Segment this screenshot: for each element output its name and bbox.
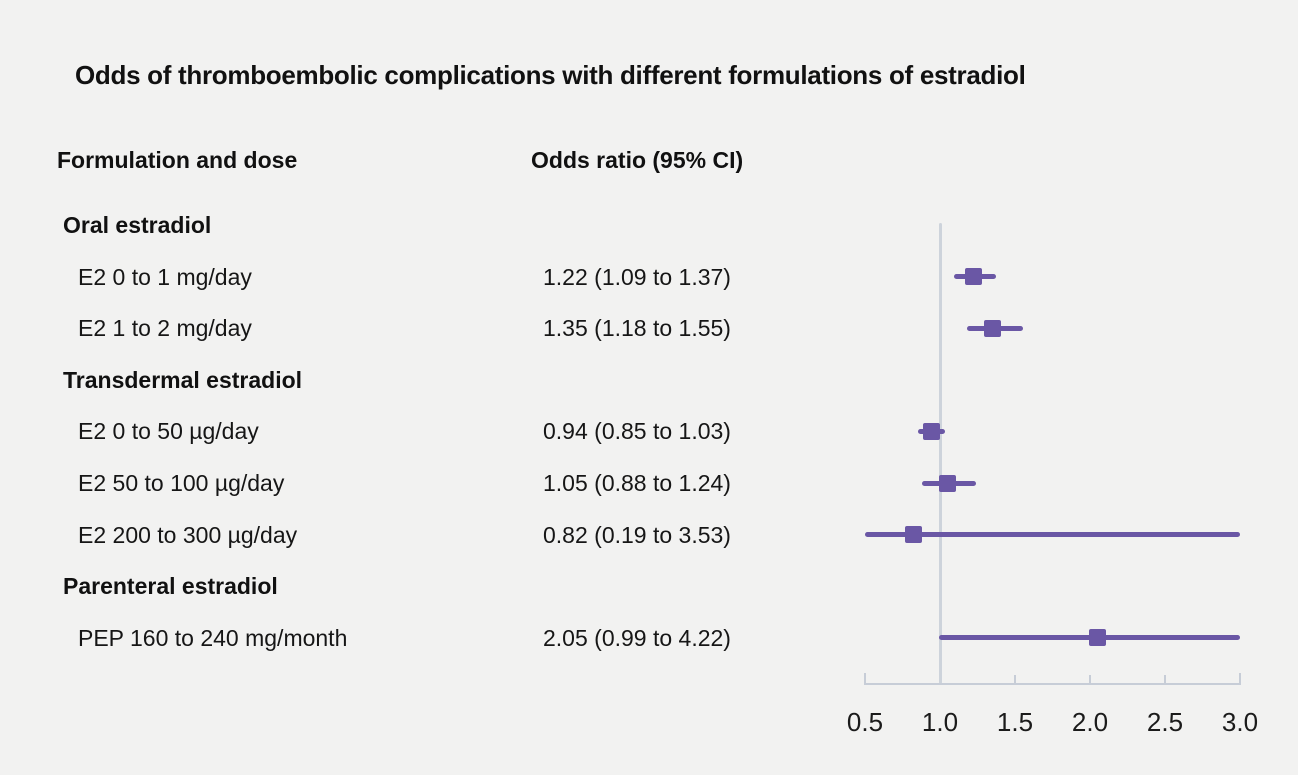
x-axis-tick (1164, 675, 1166, 683)
x-axis-line (864, 683, 1241, 685)
row-label: E2 1 to 2 mg/day (78, 315, 252, 342)
x-axis-tick-label: 1.0 (921, 707, 959, 737)
row-label: E2 0 to 1 mg/day (78, 263, 252, 290)
x-axis-tick (864, 673, 866, 683)
x-axis-tick-label: 2.0 (1071, 707, 1109, 737)
row-label: E2 200 to 300 µg/day (78, 521, 298, 548)
group-label: Parenteral estradiol (63, 573, 278, 600)
point-estimate-marker (904, 526, 922, 544)
x-axis-tick-label: 3.0 (1221, 707, 1259, 737)
row-odds-ratio-value: 0.94 (0.85 to 1.03) (543, 418, 731, 445)
row-odds-ratio-value: 1.35 (1.18 to 1.55) (543, 315, 731, 342)
point-estimate-marker (964, 268, 982, 286)
point-estimate-marker (939, 474, 956, 492)
x-axis-tick-label: 2.5 (1146, 707, 1184, 737)
column-header-formulation: Formulation and dose (57, 147, 298, 173)
row-odds-ratio-value: 1.05 (0.88 to 1.24) (543, 470, 731, 496)
point-estimate-marker (1089, 629, 1106, 647)
x-axis-tick (1239, 673, 1241, 683)
row-label: E2 50 to 100 µg/day (78, 470, 285, 496)
confidence-interval-line (865, 532, 1240, 538)
point-estimate-marker (922, 422, 940, 440)
reference-line-or-1 (938, 223, 942, 684)
row-label: PEP 160 to 240 mg/month (78, 624, 348, 651)
x-axis-tick-label: 0.5 (846, 707, 884, 737)
chart-title: Odds of thromboembolic complications wit… (75, 60, 1026, 90)
x-axis-tick (1089, 675, 1091, 683)
row-label: E2 0 to 50 µg/day (78, 418, 259, 445)
row-odds-ratio-value: 2.05 (0.99 to 4.22) (543, 624, 731, 651)
point-estimate-marker (984, 319, 1001, 337)
row-odds-ratio-value: 0.82 (0.19 to 3.53) (543, 521, 731, 548)
group-label: Transdermal estradiol (63, 366, 303, 393)
row-odds-ratio-value: 1.22 (1.09 to 1.37) (543, 263, 731, 290)
x-axis-tick-label: 1.5 (996, 707, 1034, 737)
group-label: Oral estradiol (63, 212, 212, 238)
column-header-odds-ratio: Odds ratio (95% CI) (531, 147, 744, 173)
x-axis-tick (1014, 675, 1016, 683)
